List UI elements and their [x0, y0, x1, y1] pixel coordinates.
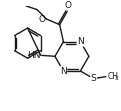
Text: 3: 3 — [115, 76, 118, 81]
Text: O: O — [38, 15, 45, 24]
Text: O: O — [65, 1, 72, 10]
Text: CH: CH — [108, 72, 119, 81]
Text: N: N — [60, 66, 67, 75]
Text: S: S — [91, 74, 96, 83]
Text: N: N — [77, 37, 84, 46]
Text: HN: HN — [27, 51, 41, 60]
